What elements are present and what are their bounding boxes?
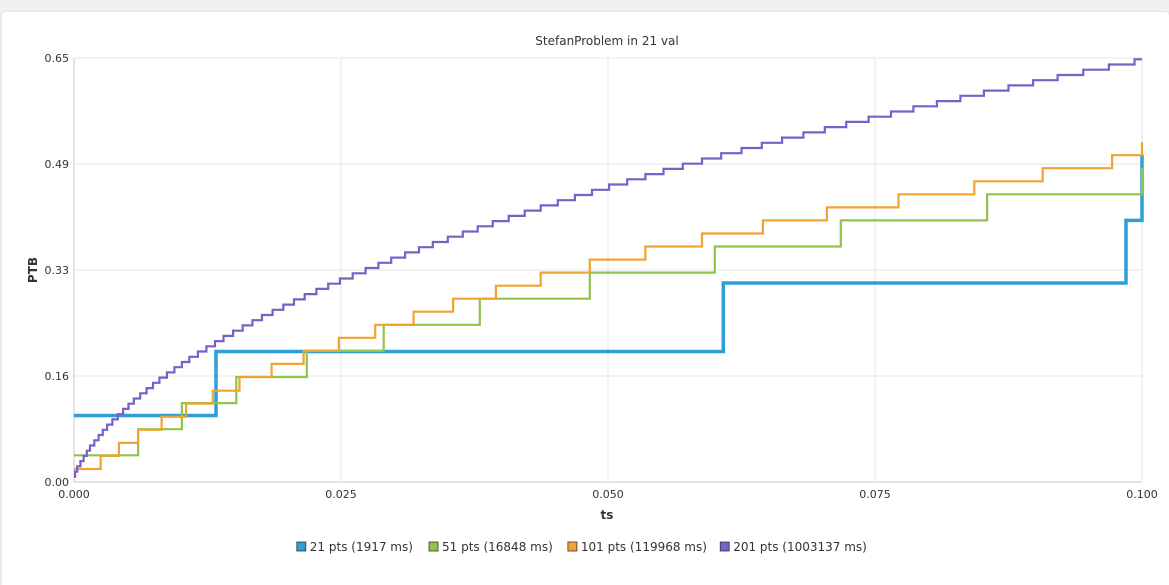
series-line-1 [74,154,1144,418]
x-tick-label: 0.075 [859,488,891,501]
legend-swatch [719,541,730,552]
legend: 21 pts (1917 ms) 51 pts (16848 ms) 101 pts… [296,540,867,554]
chart-title: StefanProblem in 21 val [535,34,678,48]
y-tick-label: 0.65 [45,52,70,65]
legend-label: 51 pts (16848 ms) [442,540,553,554]
legend-swatch [296,541,307,552]
grid [73,57,1143,483]
series-line-2 [74,167,1144,457]
y-tick-label: 0.33 [45,264,70,277]
x-tick-label: 0.000 [58,488,90,501]
legend-swatch [567,541,578,552]
series-line-4 [74,58,1142,478]
y-tick-label: 0.49 [45,158,70,171]
y-axis-title: PTB [26,257,40,283]
x-tick-label: 0.025 [325,488,357,501]
y-tick-label: 0.16 [45,370,70,383]
y-tick-label: 0.00 [45,476,70,489]
x-tick-label: 0.100 [1126,488,1158,501]
legend-label: 201 pts (1003137 ms) [733,540,867,554]
legend-label: 101 pts (119968 ms) [581,540,707,554]
series-line-3 [74,142,1144,471]
series-layer [74,58,1144,478]
legend-swatch [428,541,439,552]
x-axis-title: ts [601,508,614,522]
x-tick-label: 0.050 [592,488,624,501]
axes: 0.00 0.16 0.33 0.49 0.65 0.000 0.025 0.050 0.075… [45,52,1158,501]
legend-label: 21 pts (1917 ms) [310,540,413,554]
